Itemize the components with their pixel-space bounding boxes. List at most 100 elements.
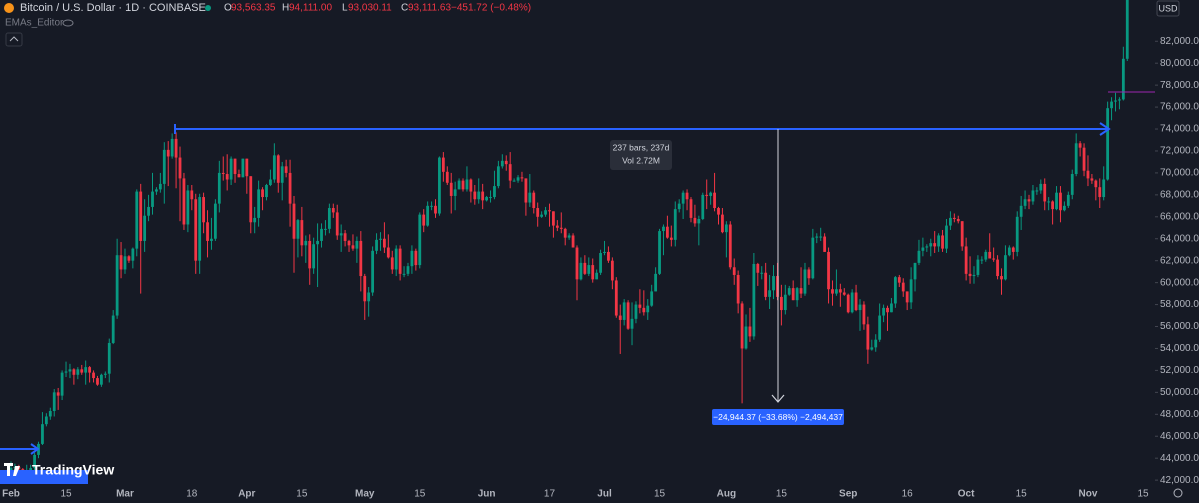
candle-body (587, 265, 591, 274)
indicator-name[interactable]: EMAs_Editor (5, 18, 64, 29)
candle-body (689, 199, 693, 218)
candle-body (68, 369, 72, 372)
candle-body (772, 276, 775, 291)
candle-body (1078, 143, 1082, 148)
left-label-box (0, 470, 88, 484)
candle-body (469, 179, 473, 192)
candle-body (398, 248, 402, 274)
y-tick-label: 56,000.00 (1160, 321, 1199, 332)
currency[interactable]: USD (1158, 3, 1178, 13)
y-tick-label: 76,000.00 (1160, 102, 1199, 113)
candle-body (225, 174, 229, 180)
x-tick-label: May (355, 489, 375, 500)
candle-body (913, 262, 917, 280)
visibility-icon[interactable] (62, 19, 74, 27)
settings-icon[interactable] (1173, 488, 1183, 498)
candle-body (571, 235, 575, 248)
candle-body (603, 251, 606, 254)
candle-body (131, 248, 135, 261)
candle-body (776, 276, 779, 297)
candle-body (414, 250, 418, 266)
candle-body (980, 259, 984, 261)
x-tick-label: 15 (776, 489, 788, 500)
x-tick-label: Feb (2, 489, 20, 500)
x-tick-label: 15 (654, 489, 666, 500)
candle-body (355, 240, 359, 249)
candle-body (988, 251, 992, 259)
candle-body (524, 178, 528, 203)
candle-body (575, 247, 579, 280)
candle-body (174, 138, 178, 158)
candle-body (579, 262, 583, 280)
candle-body (418, 214, 422, 266)
candle-body (799, 288, 803, 294)
candle-body (638, 304, 642, 308)
candle-body (394, 248, 398, 270)
candle-body (56, 392, 60, 396)
logo: TradingView (32, 462, 114, 478)
candle-body (241, 158, 245, 178)
candle-body (646, 305, 650, 313)
candle-body (528, 192, 532, 203)
candle-body (756, 263, 760, 273)
candle-body (64, 371, 68, 373)
candle-body (1106, 108, 1110, 180)
candle-body (331, 208, 335, 213)
candle-body (1114, 100, 1117, 102)
candle-body (430, 205, 433, 207)
candle-body (233, 158, 237, 175)
y-tick-label: 64,000.00 (1160, 233, 1199, 244)
candle-body (1118, 99, 1121, 101)
x-tick-label: 15 (1016, 489, 1028, 500)
candle-body (901, 282, 905, 292)
candle-body (555, 225, 559, 228)
candle-body (925, 246, 929, 248)
y-tick-label: 58,000.00 (1160, 299, 1199, 310)
candle-body (363, 276, 367, 302)
candle-body (650, 291, 654, 306)
candle-body (60, 372, 64, 396)
candle-body (764, 272, 768, 297)
y-tick-label: 70,000.00 (1160, 168, 1199, 179)
candle-body (748, 326, 752, 337)
candle-body (567, 235, 571, 238)
price-arrowhead (771, 394, 785, 403)
candle-body (886, 307, 889, 313)
y-tick-label: 72,000.00 (1160, 146, 1199, 157)
candle-body (559, 227, 563, 229)
candle-body (1082, 147, 1086, 171)
candle-body (253, 217, 257, 223)
candle-body (956, 218, 960, 222)
currency-box[interactable] (1156, 0, 1180, 17)
candle-body (968, 273, 972, 277)
candle-body (351, 245, 355, 249)
candle-body (269, 179, 272, 185)
candle-body (658, 231, 661, 274)
candle-body (143, 215, 147, 241)
candle-body (481, 191, 485, 201)
y-tick-label: 60,000.00 (1160, 277, 1199, 288)
candle-body (190, 190, 194, 200)
candle-body (202, 197, 205, 223)
x-tick-label: 16 (902, 489, 914, 500)
candle-body (1039, 183, 1043, 191)
candle-body (383, 238, 386, 248)
candle-body (583, 262, 587, 274)
candle-body (217, 172, 221, 204)
candle-body (473, 191, 477, 200)
candle-body (941, 235, 944, 249)
collapse-button[interactable] (5, 32, 23, 47)
candle-body (367, 292, 371, 302)
candle-body (48, 411, 52, 417)
x-tick-label: 15 (1137, 489, 1149, 500)
x-tick-label: 18 (186, 489, 198, 500)
x-tick-label: 17 (544, 489, 556, 500)
candle-body (103, 373, 107, 375)
candle-body (115, 255, 119, 316)
candle-body (842, 292, 846, 295)
candle-body (158, 183, 162, 190)
candle-body (1035, 190, 1039, 192)
candle-body (862, 304, 866, 325)
candle-body (119, 255, 123, 270)
candle-body (343, 233, 347, 241)
